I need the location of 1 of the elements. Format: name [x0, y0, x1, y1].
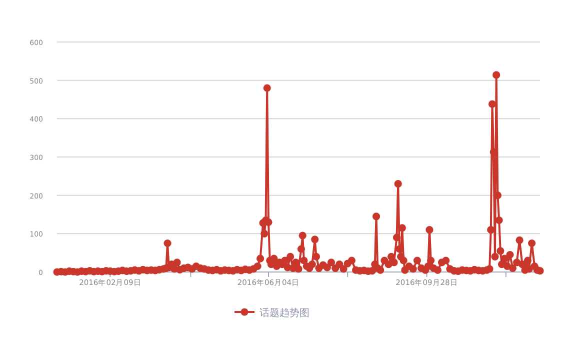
legend-label: 话题趋势图: [260, 307, 310, 319]
